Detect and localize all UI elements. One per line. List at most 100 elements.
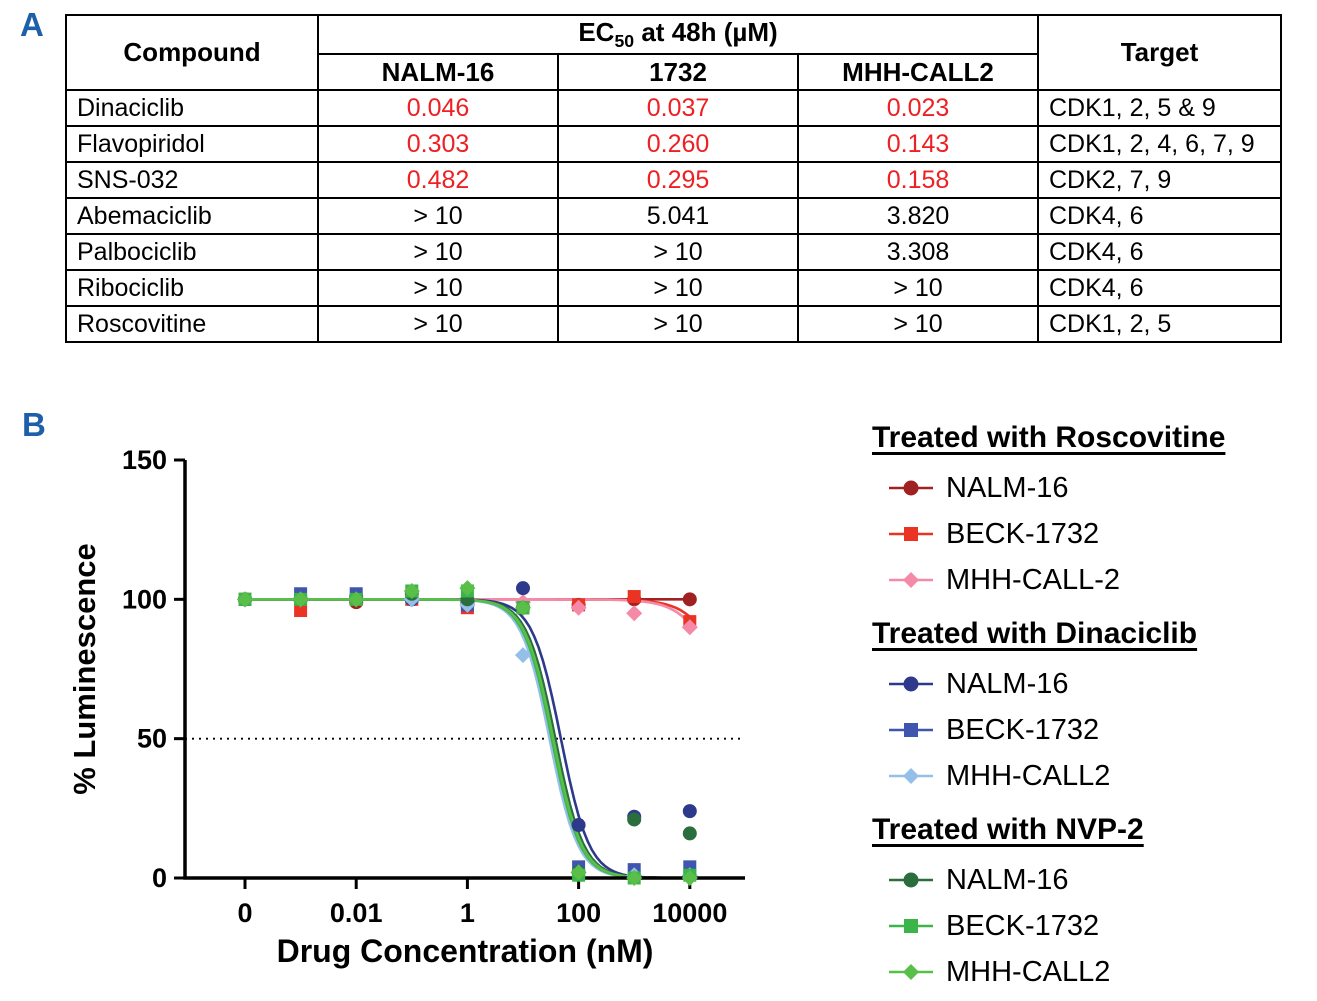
table-row: Roscovitine > 10 > 10 > 10 CDK1, 2, 5 bbox=[65, 305, 1282, 344]
diamond-marker-icon bbox=[889, 964, 933, 980]
header-cell-line: 1732 bbox=[557, 53, 799, 92]
dose-response-chart: 0 0.01 1 100 10000 0 50 100 150 Drug Concentratio… bbox=[67, 445, 745, 969]
legend-item-label: BECK-1732 bbox=[946, 713, 1100, 746]
legend-item-label: MHH-CALL2 bbox=[946, 955, 1111, 988]
data-point bbox=[294, 603, 308, 617]
panel-b-label: B bbox=[22, 406, 46, 443]
data-point bbox=[292, 591, 309, 608]
ec50-value-cell: > 10 bbox=[317, 305, 559, 344]
ec50-value-cell: > 10 bbox=[557, 305, 799, 344]
ec50-value-cell: > 10 bbox=[317, 233, 559, 272]
legend-group: Treated with NVP-2 NALM-16 BECK-1732 MHH-CA… bbox=[872, 813, 1312, 995]
ec50-value-cell: > 10 bbox=[557, 233, 799, 272]
legend-item: NALM-16 bbox=[888, 857, 1312, 903]
ec50-value-cell: 0.143 bbox=[797, 125, 1039, 164]
x-tick-label: 1 bbox=[460, 898, 475, 928]
compound-cell: Abemaciclib bbox=[65, 197, 319, 236]
square-marker-icon bbox=[889, 723, 933, 737]
data-point bbox=[682, 826, 697, 841]
data-point bbox=[626, 605, 643, 622]
compound-cell: Roscovitine bbox=[65, 305, 319, 344]
legend-item-label: NALM-16 bbox=[946, 471, 1069, 504]
header-ec50: EC50 at 48h (µM) bbox=[317, 13, 1039, 56]
ec50-value-cell: 0.046 bbox=[317, 89, 559, 128]
header-target: Target bbox=[1037, 13, 1282, 92]
axes bbox=[183, 460, 745, 880]
data-point bbox=[237, 591, 253, 608]
compound-cell: Dinaciclib bbox=[65, 89, 319, 128]
x-tick-label: 0.01 bbox=[330, 898, 383, 928]
y-tick-label: 150 bbox=[122, 445, 167, 475]
legend-item-label: NALM-16 bbox=[946, 863, 1069, 896]
chart-legend: Treated with Roscovitine NALM-16 BECK-1732… bbox=[872, 415, 1312, 995]
data-point bbox=[626, 870, 643, 886]
panel-a-label: A bbox=[20, 6, 44, 43]
compound-cell: Ribociclib bbox=[65, 269, 319, 308]
header-cell-line: NALM-16 bbox=[317, 53, 559, 92]
legend-item-label: MHH-CALL-2 bbox=[946, 563, 1121, 596]
legend-item-label: NALM-16 bbox=[946, 667, 1069, 700]
circle-marker-icon bbox=[889, 676, 933, 692]
ec50-table: Compound EC50 at 48h (µM) Target NALM-16 173… bbox=[65, 13, 1282, 344]
legend-item: MHH-CALL2 bbox=[888, 753, 1312, 799]
ec50-value-cell: > 10 bbox=[317, 197, 559, 236]
target-cell: CDK4, 6 bbox=[1037, 197, 1282, 236]
legend-item: MHH-CALL-2 bbox=[888, 557, 1312, 603]
ec50-value-cell: 5.041 bbox=[557, 197, 799, 236]
y-tick-label: 0 bbox=[152, 863, 167, 893]
legend-group: Treated with Dinaciclib NALM-16 BECK-1732 M… bbox=[872, 617, 1312, 799]
legend-item-label: BECK-1732 bbox=[946, 909, 1100, 942]
legend-item: BECK-1732 bbox=[888, 903, 1312, 949]
data-point bbox=[403, 582, 420, 599]
legend-item-label: BECK-1732 bbox=[946, 517, 1100, 550]
legend-item: NALM-16 bbox=[888, 661, 1312, 707]
circle-marker-icon bbox=[889, 480, 933, 496]
data-point bbox=[627, 812, 642, 827]
compound-cell: SNS-032 bbox=[65, 161, 319, 200]
ec50-value-cell: > 10 bbox=[797, 269, 1039, 308]
target-cell: CDK2, 7, 9 bbox=[1037, 161, 1282, 200]
x-axis-title: Drug Concentration (nM) bbox=[277, 933, 654, 969]
data-point bbox=[627, 590, 641, 604]
data-point bbox=[681, 619, 698, 636]
data-point bbox=[515, 599, 531, 616]
ec50-value-cell: 0.158 bbox=[797, 161, 1039, 200]
ec50-value-cell: 3.308 bbox=[797, 233, 1039, 272]
y-axis-title: % Luminescence bbox=[67, 543, 102, 795]
diamond-marker-icon bbox=[889, 768, 933, 784]
x-tick-label: 0 bbox=[237, 898, 252, 928]
data-point bbox=[682, 804, 697, 819]
ec50-value-cell: 0.037 bbox=[557, 89, 799, 128]
legend-item: MHH-CALL2 bbox=[888, 949, 1312, 995]
legend-item: BECK-1732 bbox=[888, 707, 1312, 753]
circle-marker-icon bbox=[889, 872, 933, 888]
target-cell: CDK4, 6 bbox=[1037, 269, 1282, 308]
ec50-value-cell: 0.303 bbox=[317, 125, 559, 164]
data-point bbox=[570, 864, 587, 881]
table-row: SNS-032 0.482 0.295 0.158 CDK2, 7, 9 bbox=[65, 161, 1282, 200]
legend-group: Treated with Roscovitine NALM-16 BECK-1732… bbox=[872, 421, 1312, 603]
ec50-value-cell: > 10 bbox=[797, 305, 1039, 344]
table-row: Ribociclib > 10 > 10 > 10 CDK4, 6 bbox=[65, 269, 1282, 308]
x-tick-label: 100 bbox=[556, 898, 601, 928]
ec50-value-cell: 3.820 bbox=[797, 197, 1039, 236]
data-point bbox=[682, 592, 697, 607]
legend-heading: Treated with Roscovitine bbox=[872, 421, 1226, 454]
compound-cell: Palbociclib bbox=[65, 233, 319, 272]
y-tick-label: 100 bbox=[122, 584, 167, 614]
ec50-value-cell: > 10 bbox=[557, 269, 799, 308]
legend-item-label: MHH-CALL2 bbox=[946, 759, 1111, 792]
ec50-value-cell: 0.023 bbox=[797, 89, 1039, 128]
target-cell: CDK1, 2, 5 & 9 bbox=[1037, 89, 1282, 128]
legend-heading: Treated with NVP-2 bbox=[872, 813, 1144, 846]
ec50-value-cell: 0.260 bbox=[557, 125, 799, 164]
legend-item: BECK-1732 bbox=[888, 511, 1312, 557]
data-point bbox=[516, 581, 530, 596]
target-cell: CDK1, 2, 4, 6, 7, 9 bbox=[1037, 125, 1282, 164]
ec50-value-cell: > 10 bbox=[317, 269, 559, 308]
square-marker-icon bbox=[889, 919, 933, 933]
table-row: Palbociclib > 10 > 10 3.308 CDK4, 6 bbox=[65, 233, 1282, 272]
compound-cell: Flavopiridol bbox=[65, 125, 319, 164]
legend-item: NALM-16 bbox=[888, 465, 1312, 511]
